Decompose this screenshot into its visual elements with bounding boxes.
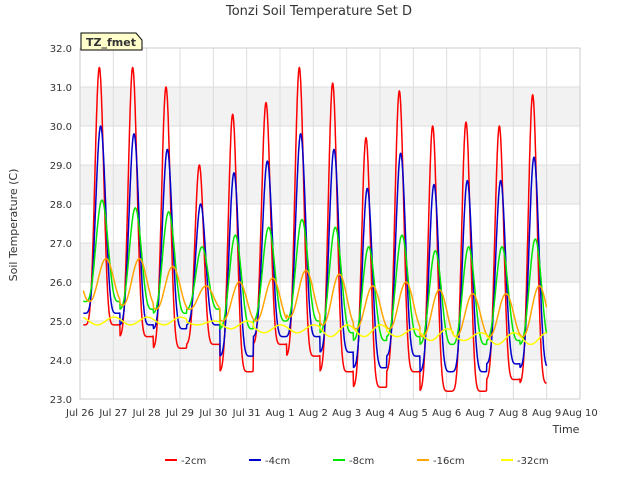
x-tick-label: Aug 2 [299, 408, 328, 419]
legend-label: -2cm [181, 456, 206, 467]
legend-label: -4cm [265, 456, 290, 467]
x-tick-label: Aug 4 [365, 408, 394, 419]
y-axis-label: Soil Temperature (C) [7, 169, 20, 282]
legend-label: -16cm [433, 456, 465, 467]
y-tick-label: 32.0 [50, 44, 72, 55]
y-tick-label: 27.0 [50, 239, 72, 250]
legend: -2cm -4cm -8cm -16cm -32cm [165, 456, 549, 467]
x-tick-label: Aug 3 [332, 408, 361, 419]
y-tick-label: 23.0 [50, 395, 72, 406]
series-line-minus-32cm [82, 316, 547, 346]
y-tick-label: 30.0 [50, 122, 72, 133]
series-line-minus-16cm [82, 257, 548, 338]
y-tick-label: 28.0 [50, 200, 72, 211]
series-line-minus-8cm [82, 199, 548, 346]
x-tick-label: Aug 6 [432, 408, 461, 419]
x-tick-label: Jul 26 [65, 408, 94, 419]
annotation-label: TZ_fmet [86, 36, 136, 49]
x-tick-label: Jul 28 [132, 408, 161, 419]
x-tick-label: Jul 30 [198, 408, 227, 419]
x-tick-label: Aug 9 [532, 408, 561, 419]
x-tick-labels: Jul 26 Jul 27 Jul 28 Jul 29 Jul 30 Jul 31 Aug … [65, 408, 598, 419]
y-tick-labels: 23.0 24.0 25.0 26.0 27.0 28.0 29.0 30.0 31.0 32.0 [50, 44, 72, 406]
plot-border [79, 47, 581, 400]
y-tick-label: 25.0 [50, 317, 72, 328]
x-tick-label: Jul 29 [165, 408, 194, 419]
y-tick-label: 26.0 [50, 278, 72, 289]
grid-band [80, 321, 580, 360]
x-tick-label: Aug 5 [399, 408, 428, 419]
x-tick-label: Jul 31 [232, 408, 261, 419]
x-tick-label: Jul 27 [98, 408, 127, 419]
x-tick-label: Aug 8 [499, 408, 528, 419]
x-tick-label: Aug 7 [465, 408, 494, 419]
series-lines [82, 66, 548, 392]
annotation-box: TZ_fmet [80, 32, 143, 51]
series-line-minus-4cm [82, 125, 548, 373]
y-tick-label: 31.0 [50, 83, 72, 94]
annotation-shape [80, 32, 143, 51]
x-tick-label: Aug 1 [265, 408, 294, 419]
x-axis-label: Time [552, 423, 580, 436]
chart-title: Tonzi Soil Temperature Set D [225, 4, 412, 19]
x-tick-label: Aug 10 [562, 408, 597, 419]
legend-label: -32cm [517, 456, 549, 467]
y-tick-label: 29.0 [50, 161, 72, 172]
legend-label: -8cm [349, 456, 374, 467]
y-tick-label: 24.0 [50, 356, 72, 367]
